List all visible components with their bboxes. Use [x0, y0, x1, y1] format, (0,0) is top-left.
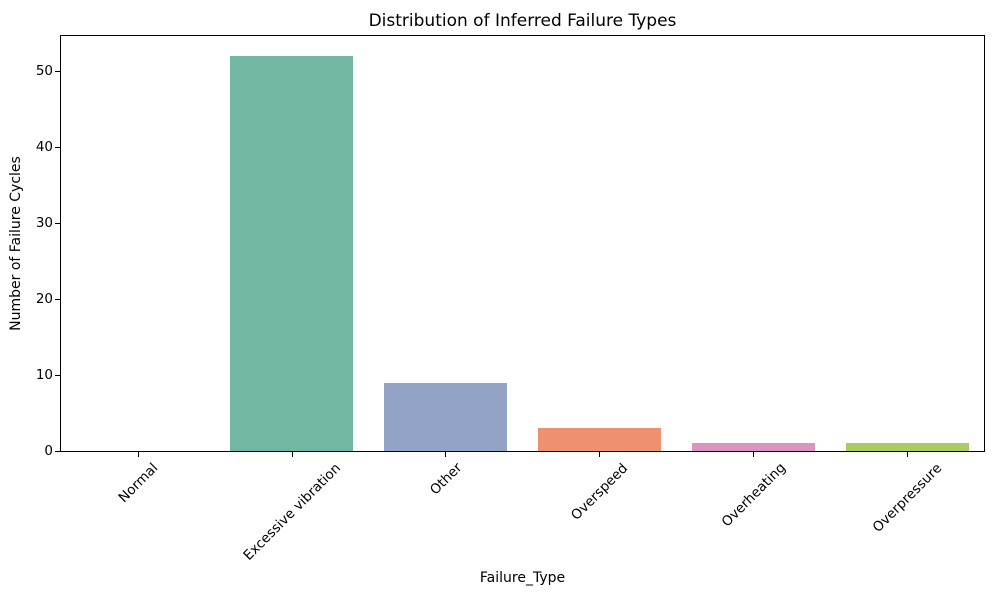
x-tick-label-normal: Normal: [115, 459, 162, 506]
y-tick-label-30: 30: [35, 215, 53, 232]
y-tick: [55, 450, 60, 452]
y-tick-label-0: 0: [44, 443, 53, 460]
bar-overspeed: [537, 428, 661, 451]
x-tick: [137, 452, 139, 457]
chart-title: Distribution of Inferred Failure Types: [368, 11, 677, 31]
x-tick: [753, 452, 755, 457]
y-tick-label-10: 10: [35, 367, 53, 384]
plot-area: [60, 35, 985, 452]
y-tick: [55, 374, 60, 376]
y-tick: [55, 298, 60, 300]
x-tick-label-overheating: Overheating: [718, 459, 789, 531]
y-tick: [55, 222, 60, 224]
x-tick: [599, 452, 601, 457]
x-tick-label-overpressure: Overpressure: [869, 459, 946, 536]
x-tick-label-excessive-vibration: Excessive vibration: [240, 459, 344, 564]
bar-overpressure: [845, 443, 969, 451]
y-tick: [55, 146, 60, 148]
x-axis-label: Failure_Type: [479, 570, 566, 586]
y-tick: [55, 70, 60, 72]
x-tick: [445, 452, 447, 457]
y-tick-label-20: 20: [35, 291, 53, 308]
y-tick-label-50: 50: [35, 63, 53, 80]
bar-other: [384, 382, 508, 451]
bar-overheating: [691, 443, 815, 451]
x-tick-label-other: Other: [426, 459, 466, 499]
bar-excessive-vibration: [230, 55, 354, 451]
x-tick-label-overspeed: Overspeed: [568, 459, 632, 524]
x-tick: [291, 452, 293, 457]
x-tick: [906, 452, 908, 457]
y-axis-label: Number of Failure Cycles: [8, 156, 24, 331]
y-tick-label-40: 40: [35, 139, 53, 156]
